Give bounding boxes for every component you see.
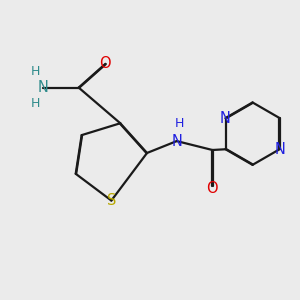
Text: O: O	[100, 56, 111, 71]
Text: N: N	[220, 110, 231, 125]
Text: H: H	[31, 65, 40, 78]
Text: N: N	[171, 134, 182, 148]
Text: N: N	[274, 142, 285, 157]
Text: S: S	[107, 193, 116, 208]
Text: N: N	[38, 80, 48, 95]
Text: H: H	[31, 98, 40, 110]
Text: H: H	[175, 117, 184, 130]
Text: O: O	[207, 181, 218, 196]
